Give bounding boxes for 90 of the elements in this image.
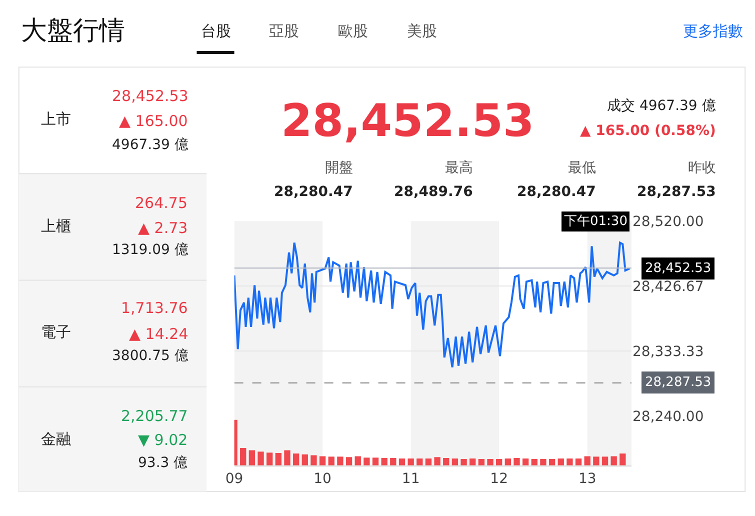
bar	[478, 458, 485, 466]
text: 上櫃	[41, 217, 71, 235]
bar	[275, 453, 282, 466]
text: 93.3 億	[138, 455, 188, 471]
text: 3800.75 億	[112, 348, 188, 364]
bar	[416, 458, 423, 466]
bar	[522, 458, 529, 466]
text: 28,280.47	[517, 184, 596, 200]
bar	[372, 458, 379, 466]
text: ▼ 9.02	[138, 431, 188, 449]
text: 金融	[41, 430, 71, 448]
bar	[302, 454, 308, 466]
text: 最高	[445, 160, 473, 176]
bar	[443, 458, 450, 466]
text: 大盤行情	[21, 16, 125, 46]
bar	[354, 456, 361, 466]
bar	[346, 457, 352, 466]
text: 昨收	[688, 160, 716, 176]
bar	[292, 453, 300, 466]
text: 上市	[41, 110, 71, 128]
bar	[593, 456, 600, 466]
x-tick-label: 12	[490, 471, 508, 488]
bar	[514, 458, 520, 466]
x-tick-label: 09	[225, 471, 244, 488]
bar	[602, 456, 608, 466]
bar	[337, 456, 344, 466]
line-series	[234, 242, 631, 368]
text: 美股	[407, 22, 437, 40]
text: 成交 4967.39 億	[607, 98, 716, 114]
bar	[364, 458, 370, 466]
bar	[504, 458, 511, 466]
text: 28,452.53	[281, 94, 534, 147]
bar	[620, 453, 626, 466]
y-tick-label: 28,240.00	[632, 408, 704, 425]
text: 更多指數	[683, 22, 743, 40]
bar	[566, 458, 573, 466]
text: 264.75	[135, 194, 188, 212]
x-tick-label: 13	[578, 471, 596, 488]
bar	[460, 458, 467, 466]
text: 28,287.53	[637, 184, 716, 200]
text: ▲ 165.00 (0.58%)	[580, 123, 716, 139]
text: 最低	[568, 160, 596, 176]
bar	[425, 458, 432, 466]
bar	[398, 458, 406, 466]
bar	[531, 458, 538, 466]
text: 28,452.53	[112, 87, 188, 105]
y-tick-label: 28,520.00	[632, 214, 704, 230]
text: ▲ 14.24	[129, 325, 188, 343]
x-tick-label: 11	[402, 471, 420, 488]
bar	[434, 457, 440, 466]
bar	[452, 458, 458, 466]
bar	[584, 456, 590, 466]
text: 開盤	[325, 160, 353, 176]
bar	[487, 458, 494, 466]
text: 28,280.47	[274, 184, 353, 200]
ref-line-label: 28,452.53	[645, 261, 712, 276]
bar	[310, 455, 317, 466]
bar	[319, 456, 326, 466]
bar	[548, 458, 556, 466]
bar	[240, 448, 246, 466]
bar	[575, 458, 582, 466]
text: 4967.39 億	[112, 137, 188, 153]
bar	[248, 450, 256, 466]
text: 台股	[201, 22, 231, 40]
bar	[540, 458, 546, 466]
text: 2,205.77	[121, 407, 188, 425]
y-tick-label: 28,426.67	[632, 278, 704, 295]
bar	[558, 458, 564, 466]
bar	[496, 458, 502, 466]
bar	[470, 458, 476, 466]
text: 1,713.76	[121, 299, 188, 317]
ref-line-label: 28,287.53	[645, 375, 712, 390]
bar	[266, 452, 273, 466]
bar	[610, 456, 617, 466]
annotation: 下午01:30	[564, 214, 628, 229]
bar	[381, 458, 388, 466]
text: 28,489.76	[394, 184, 473, 200]
text: ▲ 165.00	[119, 112, 188, 130]
text: 歐股	[338, 22, 368, 40]
bar	[408, 458, 414, 466]
bar	[258, 452, 264, 466]
x-tick-label: 10	[314, 471, 332, 488]
text: ▲ 2.73	[138, 219, 188, 237]
y-tick-label: 28,333.33	[632, 344, 704, 360]
text: 電子	[41, 323, 71, 341]
bar	[328, 456, 334, 466]
bar	[284, 450, 290, 466]
bar	[390, 458, 396, 466]
text: 亞股	[269, 22, 299, 40]
text: 1319.09 億	[112, 242, 188, 258]
